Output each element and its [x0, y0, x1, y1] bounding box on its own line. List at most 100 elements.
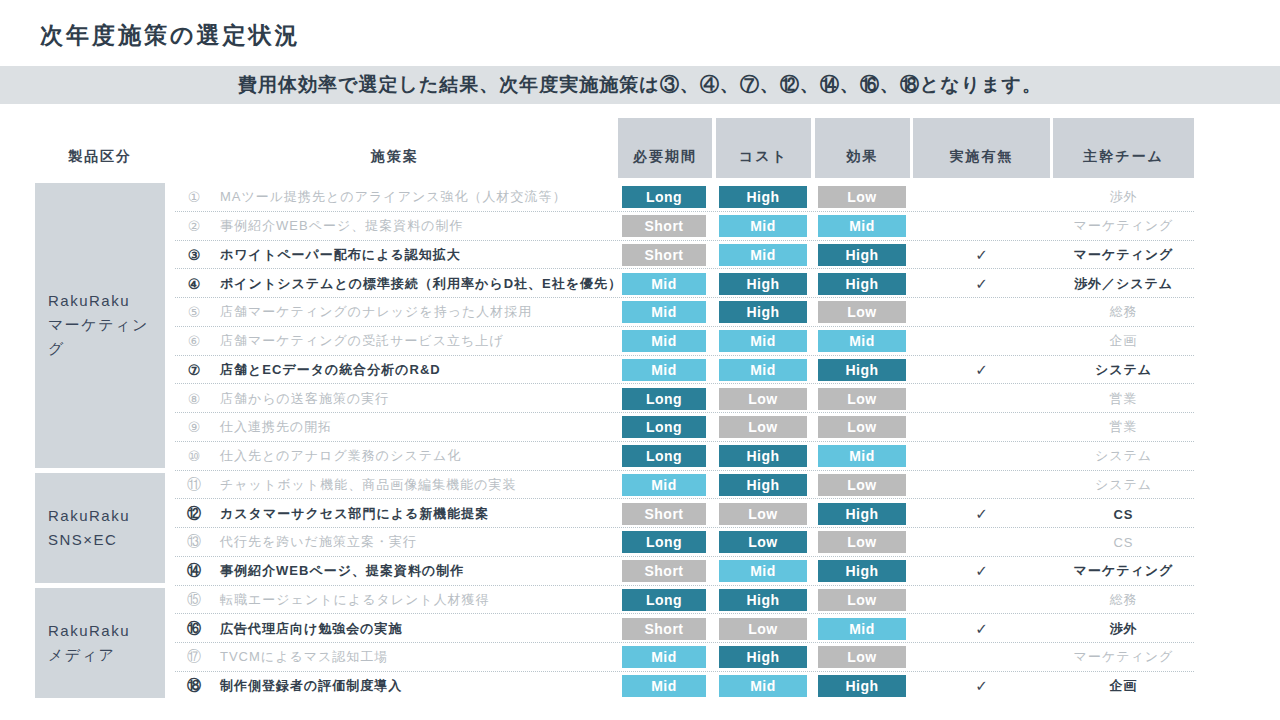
- product-group-label: RakuRaku: [48, 504, 152, 528]
- row-number: ②: [175, 218, 213, 234]
- table-row: ⑫カスタマーサクセス部門による新機能提案ShortLowHigh✓CS: [0, 499, 1280, 528]
- page-title: 次年度施策の選定状況: [40, 20, 301, 51]
- effect-badge: High: [818, 675, 906, 697]
- effect-badge: Low: [818, 531, 906, 553]
- team-label: 企画: [1053, 332, 1194, 350]
- team-label: 総務: [1053, 303, 1194, 321]
- row-number: ⑪: [175, 476, 213, 494]
- implemented-check: ✓: [913, 275, 1050, 293]
- team-label: システム: [1053, 476, 1194, 494]
- product-group-cell: RakuRakuSNS×EC: [35, 473, 165, 583]
- cost-badge: High: [719, 186, 807, 208]
- header-lead-team: 主幹チーム: [1053, 118, 1194, 178]
- table-row: ⑦店舗とECデータの統合分析のR&DMidMidHigh✓システム: [0, 356, 1280, 385]
- cost-badge: High: [719, 301, 807, 323]
- header-cost: コスト: [716, 118, 811, 178]
- implemented-check: ✓: [913, 562, 1050, 580]
- team-label: マーケティング: [1053, 562, 1194, 580]
- table-row: ①MAツール提携先とのアライアンス強化（人材交流等）LongHighLow渉外: [0, 183, 1280, 212]
- period-badge: Long: [622, 531, 706, 553]
- row-number: ③: [175, 247, 213, 263]
- header-product-category: 製品区分: [35, 118, 165, 178]
- effect-badge: High: [818, 560, 906, 582]
- period-badge: Mid: [622, 330, 706, 352]
- row-number: ⑧: [175, 391, 213, 407]
- period-badge: Mid: [622, 646, 706, 668]
- header-proposal: 施策案: [175, 118, 615, 178]
- row-number: ⑥: [175, 333, 213, 349]
- header-effect: 効果: [815, 118, 910, 178]
- effect-badge: High: [818, 359, 906, 381]
- effect-badge: Mid: [818, 445, 906, 467]
- row-number: ⑱: [175, 677, 213, 695]
- period-badge: Short: [622, 215, 706, 237]
- effect-badge: Low: [818, 301, 906, 323]
- proposal-label: 店舗とECデータの統合分析のR&D: [220, 361, 441, 379]
- period-badge: Mid: [622, 675, 706, 697]
- product-group-label: RakuRaku: [48, 619, 152, 643]
- cost-badge: Mid: [719, 215, 807, 237]
- proposal-label: 広告代理店向け勉強会の実施: [220, 620, 403, 638]
- product-group-label: RakuRaku: [48, 289, 152, 313]
- product-group-label: メディア: [48, 643, 152, 667]
- cost-badge: Low: [719, 416, 807, 438]
- effect-badge: Low: [818, 416, 906, 438]
- row-number: ①: [175, 189, 213, 205]
- period-badge: Short: [622, 618, 706, 640]
- proposal-label: 代行先を跨いだ施策立案・実行: [220, 533, 417, 551]
- cost-badge: High: [719, 445, 807, 467]
- effect-badge: Low: [818, 646, 906, 668]
- row-number: ⑬: [175, 533, 213, 551]
- effect-badge: High: [818, 503, 906, 525]
- table-row: ⑬ 代行先を跨いだ施策立案・実行 Long Low Low CS: [0, 528, 1280, 557]
- row-number: ⑯: [175, 620, 213, 638]
- proposal-label: 店舗からの送客施策の実行: [220, 390, 389, 408]
- cost-badge: Mid: [719, 330, 807, 352]
- proposal-label: 事例紹介WEBページ、提案資料の制作: [220, 562, 464, 580]
- table-row: ⑩仕入先とのアナログ業務のシステム化LongHighMidシステム: [0, 442, 1280, 471]
- proposal-label: ポイントシステムとの標準接続（利用率からD社、E社を優先）: [220, 275, 622, 293]
- team-label: 渉外: [1053, 188, 1194, 206]
- table-row: ⑭事例紹介WEBページ、提案資料の制作ShortMidHigh✓マーケティング: [0, 557, 1280, 586]
- cost-badge: Mid: [719, 560, 807, 582]
- cost-badge: High: [719, 474, 807, 496]
- effect-badge: Low: [818, 186, 906, 208]
- team-label: 営業: [1053, 390, 1194, 408]
- team-label: CS: [1053, 535, 1194, 550]
- table-row: ⑰TVCMによるマス認知工場MidHighLowマーケティング: [0, 643, 1280, 672]
- period-badge: Mid: [622, 474, 706, 496]
- team-label: システム: [1053, 447, 1194, 465]
- table-row: ④ポイントシステムとの標準接続（利用率からD社、E社を優先）MidHighHig…: [0, 269, 1280, 298]
- cost-badge: Low: [719, 531, 807, 553]
- cost-badge: High: [719, 589, 807, 611]
- proposal-label: 転職エージェントによるタレント人材獲得: [220, 591, 490, 609]
- proposal-label: 制作側登録者の評価制度導入: [220, 677, 402, 695]
- slide: 次年度施策の選定状況 費用体効率で選定した結果、次年度実施施策は③、④、⑦、⑫、…: [0, 0, 1280, 720]
- period-badge: Long: [622, 416, 706, 438]
- effect-badge: Low: [818, 474, 906, 496]
- table-row: ⑱制作側登録者の評価制度導入MidMidHigh✓企画: [0, 672, 1280, 701]
- cost-badge: Low: [719, 388, 807, 410]
- team-label: 渉外／システム: [1053, 275, 1194, 293]
- table-row: ⑯広告代理店向け勉強会の実施ShortLowMid✓渉外: [0, 614, 1280, 643]
- product-group-cell: RakuRakuメディア: [35, 588, 165, 698]
- proposal-label: TVCMによるマス認知工場: [220, 648, 388, 666]
- table-row: ③ホワイトペーパー配布による認知拡大ShortMidHigh✓マーケティング: [0, 241, 1280, 270]
- table-row: ②事例紹介WEBページ、提案資料の制作ShortMidMidマーケティング: [0, 212, 1280, 241]
- implemented-check: ✓: [913, 361, 1050, 379]
- period-badge: Long: [622, 388, 706, 410]
- implemented-check: ✓: [913, 677, 1050, 695]
- table-row: ⑮転職エージェントによるタレント人材獲得LongHighLow総務: [0, 586, 1280, 615]
- summary-banner: 費用体効率で選定した結果、次年度実施施策は③、④、⑦、⑫、⑭、⑯、⑱となります。: [0, 66, 1280, 104]
- product-group-label: マーケティング: [48, 313, 152, 361]
- cost-badge: High: [719, 273, 807, 295]
- table-row: ⑪チャットボット機能、商品画像編集機能の実装MidHighLowシステム: [0, 471, 1280, 500]
- implemented-check: ✓: [913, 505, 1050, 523]
- cost-badge: Mid: [719, 675, 807, 697]
- period-badge: Long: [622, 186, 706, 208]
- cost-badge: Low: [719, 503, 807, 525]
- team-label: マーケティング: [1053, 217, 1194, 235]
- period-badge: Mid: [622, 359, 706, 381]
- team-label: マーケティング: [1053, 246, 1194, 264]
- effect-badge: Mid: [818, 215, 906, 237]
